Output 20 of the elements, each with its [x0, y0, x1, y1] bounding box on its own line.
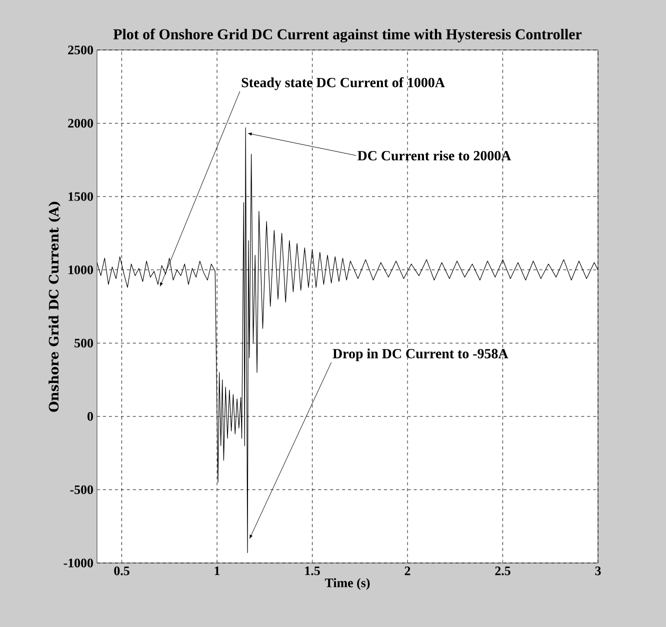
y-tick-label: 1500 — [68, 192, 93, 201]
x-tick-label: 2 — [404, 566, 410, 576]
y-tick-label: 2000 — [68, 118, 93, 128]
y-tick-label: 1000 — [68, 265, 93, 274]
annotation: DC Current rise to 2000A — [358, 150, 512, 160]
x-tick-label: 1.5 — [305, 566, 320, 576]
x-axis-title: Time (s) — [324, 578, 370, 590]
y-tick-label: -1000 — [64, 558, 93, 568]
y-tick-label: 2500 — [68, 46, 93, 54]
y-tick-label: 500 — [74, 338, 93, 348]
y-axis-title: Onshore Grid DC Current (A) — [48, 202, 60, 412]
x-tick-label: 1 — [214, 566, 220, 576]
y-tick-label: -500 — [70, 485, 93, 494]
x-tick-label: 2.5 — [495, 566, 510, 576]
chart-title: Plot of Onshore Grid DC Current against time with Hysteresis Controller — [113, 28, 582, 42]
annotation: Steady state DC Current of 1000A — [242, 77, 445, 90]
annotation: Drop in DC Current to -958A — [332, 348, 508, 362]
x-tick-label: 3 — [595, 566, 601, 576]
y-tick-label: 0 — [88, 412, 93, 421]
x-tick-label: 0.5 — [114, 566, 130, 576]
